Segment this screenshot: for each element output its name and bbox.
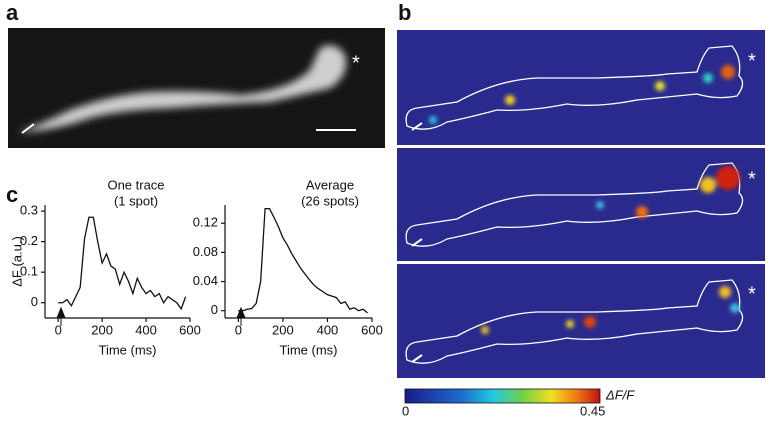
stimulus-arrow	[236, 306, 246, 326]
y-tick-label: 0	[211, 302, 218, 317]
y-tick-label: 0.1	[20, 264, 38, 279]
x-axis-label: Time (ms)	[279, 342, 337, 357]
x-tick-label: 400	[135, 322, 157, 337]
chart-title: Average	[306, 177, 354, 192]
x-tick-label: 200	[272, 322, 294, 337]
x-tick-label: 200	[91, 322, 113, 337]
x-tick-label: 600	[361, 322, 383, 337]
chart-subtitle: (26 spots)	[301, 193, 359, 208]
stimulus-arrow	[56, 306, 66, 326]
y-tick-label: 0.3	[20, 203, 38, 218]
colorbar-label: 0.45	[580, 403, 605, 418]
y-tick-label: 0.04	[193, 273, 218, 288]
y-tick-label: 0.2	[20, 233, 38, 248]
heatmap	[397, 30, 765, 378]
neuron	[18, 45, 346, 132]
data-line	[58, 216, 187, 311]
x-axis-label: Time (ms)	[98, 342, 156, 357]
y-tick-label: 0.12	[193, 215, 218, 230]
panel-label: c	[6, 182, 18, 207]
x-tick-label: 0	[55, 322, 62, 337]
colorbar-label: 0	[402, 403, 409, 418]
colorbar	[404, 388, 601, 404]
data-line	[238, 207, 368, 314]
x-tick-label: 600	[179, 322, 201, 337]
marker: *	[748, 168, 756, 190]
chart-subtitle: (1 spot)	[114, 193, 158, 208]
x-tick-label: 0	[235, 322, 242, 337]
marker: *	[748, 50, 756, 72]
y-axis-label: ΔF (a.u.)	[9, 236, 24, 287]
panel-label: b	[398, 0, 411, 25]
marker: *	[748, 283, 756, 305]
arrow	[21, 123, 35, 134]
y-tick-label: 0	[31, 294, 38, 309]
chart-title: One trace	[107, 177, 164, 192]
y-tick-label: 0.08	[193, 244, 218, 259]
x-tick-label: 400	[317, 322, 339, 337]
colorbar-title: ΔF/F	[605, 387, 635, 402]
panel-label: a	[6, 0, 19, 25]
marker: *	[352, 52, 360, 74]
